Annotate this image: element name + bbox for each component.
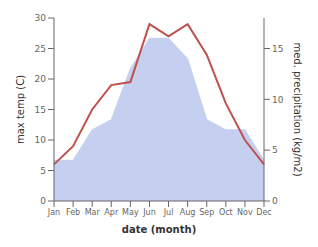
svg-text:Jul: Jul — [163, 208, 174, 217]
svg-text:max temp (C): max temp (C) — [15, 75, 26, 144]
svg-text:30: 30 — [35, 13, 47, 23]
svg-text:Feb: Feb — [66, 208, 80, 217]
svg-text:date (month): date (month) — [122, 224, 196, 235]
svg-text:20: 20 — [35, 74, 47, 84]
svg-text:10: 10 — [35, 135, 47, 145]
svg-text:Aug: Aug — [180, 208, 196, 217]
svg-text:5: 5 — [272, 145, 278, 155]
svg-text:Jun: Jun — [142, 208, 156, 217]
svg-text:0: 0 — [40, 196, 46, 206]
svg-text:Mar: Mar — [85, 208, 101, 217]
svg-text:Apr: Apr — [104, 208, 119, 217]
svg-text:25: 25 — [35, 44, 46, 54]
svg-text:5: 5 — [40, 166, 46, 176]
svg-text:Jan: Jan — [47, 208, 60, 217]
svg-text:Nov: Nov — [237, 208, 253, 217]
svg-text:May: May — [122, 208, 139, 217]
svg-text:Dec: Dec — [256, 208, 271, 217]
svg-text:Sep: Sep — [199, 208, 214, 217]
svg-text:0: 0 — [272, 196, 278, 206]
svg-text:10: 10 — [272, 95, 284, 105]
svg-text:15: 15 — [35, 105, 46, 115]
svg-text:Oct: Oct — [219, 208, 233, 217]
svg-text:15: 15 — [272, 44, 283, 54]
svg-text:med. precipitation (kg/m2): med. precipitation (kg/m2) — [292, 42, 303, 176]
